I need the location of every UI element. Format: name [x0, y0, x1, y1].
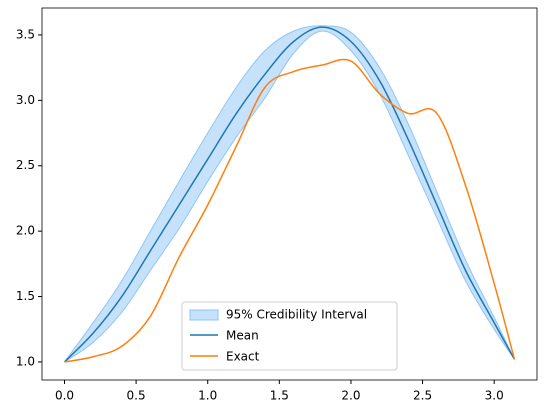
- x-tick-label: 1.5: [270, 389, 289, 403]
- legend-box: [181, 301, 398, 371]
- legend-label: Mean: [226, 329, 259, 343]
- legend: 95% Credibility Interval Mean Exact: [181, 301, 398, 371]
- legend-swatch: [189, 309, 219, 321]
- x-tick-label: 2.5: [413, 389, 432, 403]
- y-tick-label: 3.0: [16, 93, 35, 107]
- x-tick-label: 1.0: [198, 389, 217, 403]
- y-tick-label: 3.5: [16, 27, 35, 41]
- legend-label: 95% Credibility Interval: [226, 308, 367, 322]
- series-line: [64, 58, 516, 363]
- x-tick-label: 0.0: [55, 389, 74, 403]
- plot-frame: [41, 7, 538, 381]
- series-line: [63, 26, 516, 363]
- x-tick-label: 2.0: [341, 389, 360, 403]
- x-tick-label: 0.5: [127, 389, 146, 403]
- y-tick-label: 1.0: [16, 354, 35, 368]
- y-tick-label: 1.5: [16, 289, 35, 303]
- y-tick-label: 2.5: [16, 158, 35, 172]
- y-tick-label: 2.0: [16, 224, 35, 238]
- legend-label: Exact: [226, 350, 260, 364]
- x-tick-label: 3.0: [485, 389, 504, 403]
